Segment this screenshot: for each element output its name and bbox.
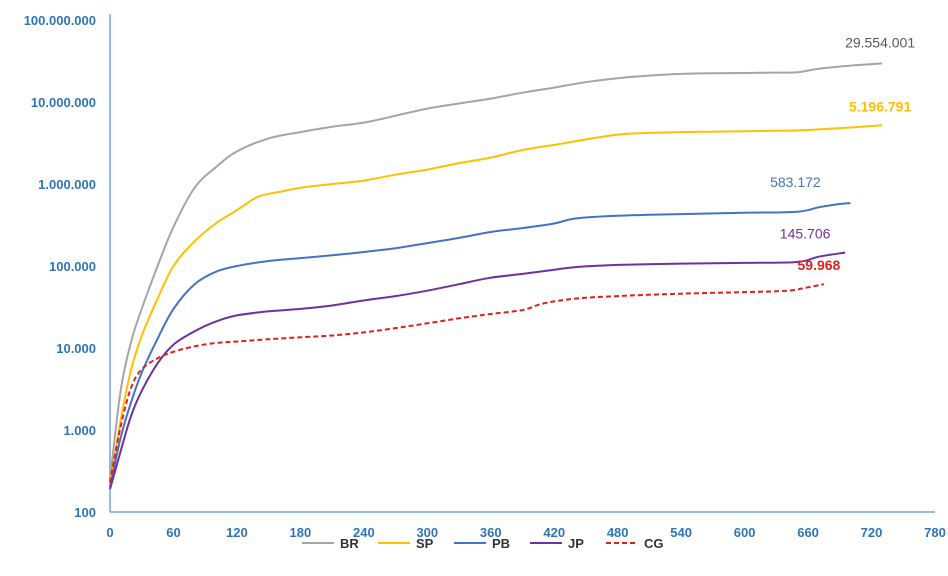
x-tick-label: 180 — [290, 525, 312, 540]
legend-label-pb: PB — [492, 536, 510, 551]
x-tick-label: 780 — [924, 525, 946, 540]
x-tick-label: 720 — [861, 525, 883, 540]
x-tick-label: 300 — [416, 525, 438, 540]
end-label-br: 29.554.001 — [845, 34, 915, 50]
legend-label-br: BR — [340, 536, 359, 551]
x-tick-label: 0 — [106, 525, 113, 540]
end-label-jp: 145.706 — [780, 226, 831, 242]
x-tick-label: 60 — [166, 525, 180, 540]
series-line-br — [109, 62, 883, 480]
x-tick-label: 360 — [480, 525, 502, 540]
y-tick-label: 100 — [74, 505, 96, 520]
end-label-cg: 59.968 — [798, 257, 841, 273]
x-tick-label: 420 — [543, 525, 565, 540]
y-tick-label: 1.000.000 — [38, 177, 96, 192]
x-tick-label: 600 — [734, 525, 756, 540]
series-line-sp — [109, 124, 883, 485]
legend: BR SP PB JP CG — [302, 536, 664, 551]
series-line-pb — [109, 202, 851, 488]
y-tick-label: 100.000 — [49, 259, 96, 274]
legend-label-sp: SP — [416, 536, 434, 551]
series-end-labels: 29.554.001 5.196.791 583.172 145.706 59.968 — [770, 34, 915, 273]
axes — [109, 14, 935, 513]
x-tick-label: 120 — [226, 525, 248, 540]
y-tick-labels: 100 1.000 10.000 100.000 1.000.000 10.000.000… — [24, 13, 96, 520]
series-line-jp — [109, 251, 846, 490]
x-tick-label: 240 — [353, 525, 375, 540]
series-line-cg — [109, 283, 825, 483]
y-tick-label: 10.000 — [56, 341, 96, 356]
x-tick-labels: 0 60 120 180 240 300 360 420 480 540 600 660 720 780 — [106, 525, 945, 540]
x-tick-label: 480 — [607, 525, 629, 540]
legend-label-jp: JP — [568, 536, 584, 551]
series-lines — [109, 62, 883, 490]
legend-label-cg: CG — [644, 536, 664, 551]
x-tick-label: 660 — [797, 525, 819, 540]
x-tick-label: 540 — [670, 525, 692, 540]
end-label-sp: 5.196.791 — [849, 98, 911, 114]
y-tick-label: 1.000 — [63, 423, 96, 438]
y-tick-label: 10.000.000 — [31, 95, 96, 110]
y-tick-label: 100.000.000 — [24, 13, 96, 28]
end-label-pb: 583.172 — [770, 174, 821, 190]
